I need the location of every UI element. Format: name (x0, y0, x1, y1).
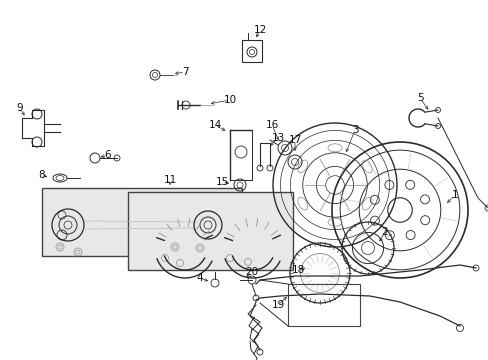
Text: 7: 7 (182, 67, 188, 77)
Text: 18: 18 (291, 265, 304, 275)
Text: 9: 9 (17, 103, 23, 113)
Text: 16: 16 (265, 120, 278, 130)
Text: 8: 8 (39, 170, 45, 180)
Polygon shape (22, 110, 44, 146)
Text: 10: 10 (223, 95, 236, 105)
Bar (242, 40, 262, 62)
Text: 12: 12 (253, 25, 266, 35)
Text: 15: 15 (215, 177, 228, 187)
Bar (42, 188, 242, 256)
Text: 17: 17 (288, 135, 301, 145)
Text: 20: 20 (245, 267, 258, 277)
Bar (128, 192, 292, 270)
Text: 6: 6 (104, 150, 111, 160)
Text: 3: 3 (351, 125, 358, 135)
Text: 19: 19 (271, 300, 284, 310)
Text: 11: 11 (163, 175, 176, 185)
Text: 13: 13 (271, 133, 284, 143)
Text: 1: 1 (451, 190, 457, 200)
Text: 2: 2 (381, 227, 387, 237)
Text: 5: 5 (416, 93, 423, 103)
Text: 4: 4 (196, 273, 203, 283)
Text: 14: 14 (208, 120, 221, 130)
Bar (287, 284, 359, 326)
